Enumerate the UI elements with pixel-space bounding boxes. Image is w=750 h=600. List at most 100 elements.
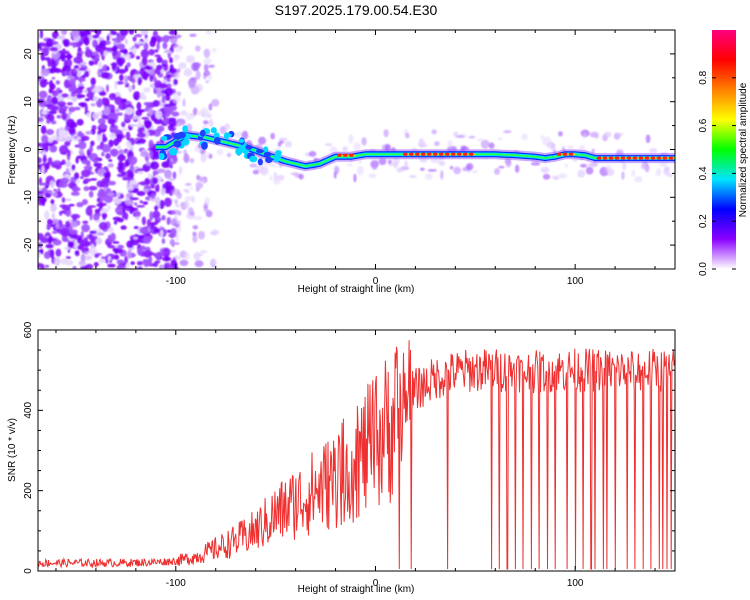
noise-speckle xyxy=(342,146,348,152)
noise-speckle xyxy=(195,45,201,52)
noise-speckle xyxy=(110,123,116,128)
noise-speckle xyxy=(148,107,154,116)
noise-speckle xyxy=(55,222,60,229)
noise-speckle xyxy=(130,197,139,201)
noise-speckle xyxy=(73,65,80,69)
noise-speckle xyxy=(185,112,195,121)
noise-speckle xyxy=(135,41,145,45)
noise-speckle xyxy=(433,141,440,147)
noise-speckle xyxy=(152,210,161,220)
peak-mark xyxy=(596,156,602,160)
noise-speckle xyxy=(154,49,159,53)
noise-speckle xyxy=(114,80,118,90)
noise-speckle xyxy=(521,133,528,141)
noise-speckle xyxy=(530,161,541,166)
noise-speckle xyxy=(96,134,102,143)
noise-speckle xyxy=(81,223,90,233)
noise-speckle xyxy=(149,222,158,226)
noise-speckle xyxy=(127,249,132,260)
noise-speckle xyxy=(540,166,550,174)
peak-mark xyxy=(409,152,414,156)
peak-mark-inner xyxy=(566,153,570,156)
noise-speckle xyxy=(163,103,173,108)
noise-speckle xyxy=(38,249,44,253)
noise-speckle xyxy=(167,35,175,39)
noise-speckle xyxy=(103,172,109,178)
noise-speckle xyxy=(152,99,161,107)
noise-speckle xyxy=(83,237,89,242)
noise-speckle xyxy=(101,151,105,157)
noise-speckle xyxy=(216,148,224,156)
noise-speckle xyxy=(49,180,55,189)
noise-speckle xyxy=(83,186,90,192)
noise-speckle xyxy=(79,176,84,180)
peak-mark-inner xyxy=(636,157,640,160)
noise-speckle xyxy=(144,185,152,190)
noise-speckle xyxy=(156,42,160,51)
noise-speckle xyxy=(252,169,259,175)
noise-speckle xyxy=(142,201,149,205)
noise-speckle xyxy=(74,250,80,256)
noise-speckle xyxy=(205,30,212,35)
noise-speckle xyxy=(174,215,178,220)
peak-mark xyxy=(349,153,354,157)
noise-speckle xyxy=(143,87,151,93)
noise-speckle xyxy=(156,35,161,44)
noise-speckle xyxy=(195,70,201,80)
noise-speckle xyxy=(143,259,152,267)
noise-speckle xyxy=(99,91,107,96)
noise-speckle xyxy=(142,236,152,244)
x-tick-label: 0 xyxy=(373,578,379,589)
noise-speckle xyxy=(357,160,363,164)
noise-speckle xyxy=(92,112,100,120)
noise-speckle xyxy=(98,188,106,198)
noise-speckle xyxy=(50,60,57,70)
noise-speckle xyxy=(93,162,103,168)
noise-speckle xyxy=(127,75,132,81)
noise-speckle xyxy=(497,137,503,141)
noise-speckle xyxy=(118,68,126,74)
noise-speckle xyxy=(78,102,88,107)
noise-speckle xyxy=(156,168,166,174)
noise-speckle xyxy=(84,104,88,113)
noise-speckle xyxy=(97,232,105,236)
noise-speckle xyxy=(290,172,300,176)
noise-speckle xyxy=(298,173,304,180)
noise-speckle xyxy=(116,112,123,116)
noise-speckle xyxy=(89,144,94,154)
noise-speckle xyxy=(184,195,194,202)
noise-speckle xyxy=(440,170,444,180)
peak-mark xyxy=(568,152,574,156)
noise-speckle xyxy=(160,69,164,74)
noise-speckle xyxy=(143,42,149,51)
noise-speckle xyxy=(83,178,92,183)
noise-speckle xyxy=(249,163,258,168)
noise-speckle xyxy=(175,219,182,225)
noise-speckle xyxy=(409,174,417,179)
ridge-blob xyxy=(201,141,208,150)
noise-speckle xyxy=(95,219,102,223)
noise-speckle xyxy=(50,203,57,213)
colorbar-bar xyxy=(712,30,736,269)
noise-speckle xyxy=(150,193,156,200)
noise-speckle xyxy=(169,57,174,64)
noise-speckle xyxy=(113,220,118,225)
noise-speckle xyxy=(92,34,100,39)
noise-speckle xyxy=(278,137,288,142)
noise-speckle xyxy=(88,185,98,191)
noise-speckle xyxy=(60,227,70,237)
noise-speckle xyxy=(38,43,42,50)
y-tick-label: 400 xyxy=(23,402,34,419)
noise-speckle xyxy=(126,240,134,249)
noise-speckle xyxy=(174,199,178,205)
noise-speckle xyxy=(152,177,159,185)
peak-mark-inner xyxy=(461,153,464,156)
noise-speckle xyxy=(143,70,149,81)
noise-speckle xyxy=(196,110,205,116)
noise-speckle xyxy=(38,90,48,99)
noise-speckle xyxy=(140,30,149,36)
noise-speckle xyxy=(168,119,178,128)
noise-speckle xyxy=(55,80,61,85)
noise-speckle xyxy=(447,139,453,148)
noise-speckle xyxy=(153,228,161,233)
